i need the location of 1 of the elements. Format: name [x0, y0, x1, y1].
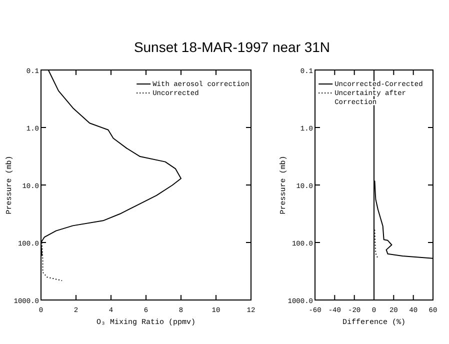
chart-title: Sunset 18-MAR-1997 near 31N [134, 39, 330, 55]
